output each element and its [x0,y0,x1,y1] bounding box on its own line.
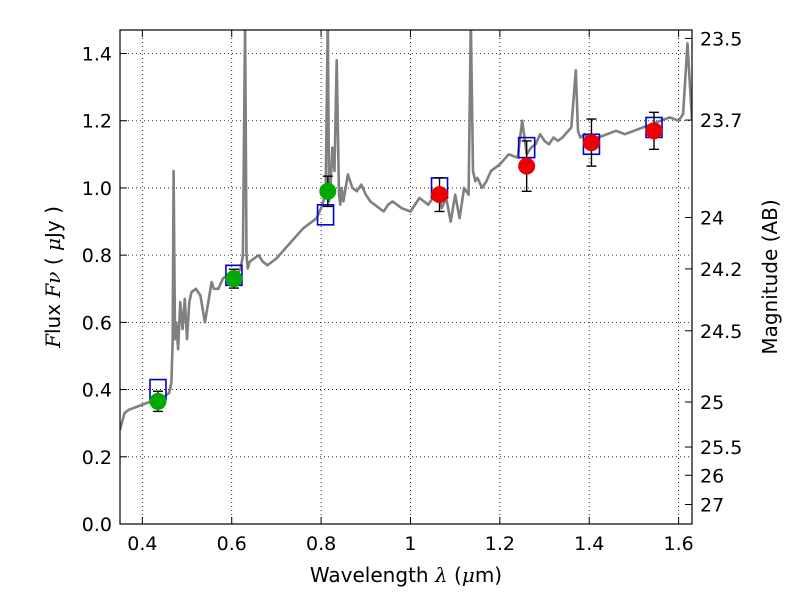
model-spectrum [120,30,692,431]
y2-tick-label: 24.5 [700,321,742,343]
x-tick-label: 0.8 [306,533,336,555]
model-square-marker [316,204,335,226]
y2-tick-label: 25 [700,392,724,414]
y-tick-label: 1.4 [82,44,112,66]
y2-axis-title: Magnitude (AB) [758,199,782,354]
data-point [149,392,167,410]
plot-area [120,30,692,431]
y2-tick-labels: 23.5 23.7 24 24.2 24.5 25 25.5 26 27 [700,28,742,516]
y-tick-label: 1.2 [82,111,112,133]
y-tick-label: 0.8 [82,245,112,267]
data-point [225,270,243,288]
y-tick-label: 0.2 [82,447,112,469]
y2-tick-label: 23.7 [700,110,742,132]
x-tick-label: 0.4 [127,533,157,555]
y-tick-label: 1.0 [82,178,112,200]
y2-tick-label: 27 [700,495,724,517]
x-tick-label: 1.4 [574,533,604,555]
y2-tick-label: 25.5 [700,437,742,459]
x-tick-label: 1.2 [485,533,515,555]
x-axis-title: Wavelength λ (μm) [310,563,502,587]
y-tick-labels: 0.0 0.2 0.4 0.6 0.8 1.0 1.2 1.4 [82,44,112,536]
y-tick-label: 0.0 [82,514,112,536]
y-tick-label: 0.6 [82,312,112,334]
x-tick-labels: 0.4 0.6 0.8 1 1.2 1.4 1.6 [127,533,693,555]
data-point [582,134,600,152]
data-point [319,182,337,200]
spectrum-line [120,30,692,431]
y2-tick-label: 26 [700,465,724,487]
x-tick-label: 1.6 [663,533,693,555]
y-axis-title: Flux Fν ( μJy ) [41,206,65,349]
y-tick-label: 0.4 [82,380,112,402]
model-photometry [149,116,663,401]
data-point [431,186,449,204]
error-bars [152,111,660,413]
y2-tick-label: 24 [700,208,724,230]
observed-photometry [149,122,663,410]
axis-ticks [120,30,692,525]
x-tick-label: 1 [404,533,416,555]
data-point [645,122,663,140]
y2-tick-label: 24.2 [700,259,742,281]
y2-tick-label: 23.5 [700,28,742,50]
x-tick-label: 0.6 [217,533,247,555]
data-point [518,157,536,175]
plot-frame [119,29,693,525]
grid-lines [120,30,692,525]
